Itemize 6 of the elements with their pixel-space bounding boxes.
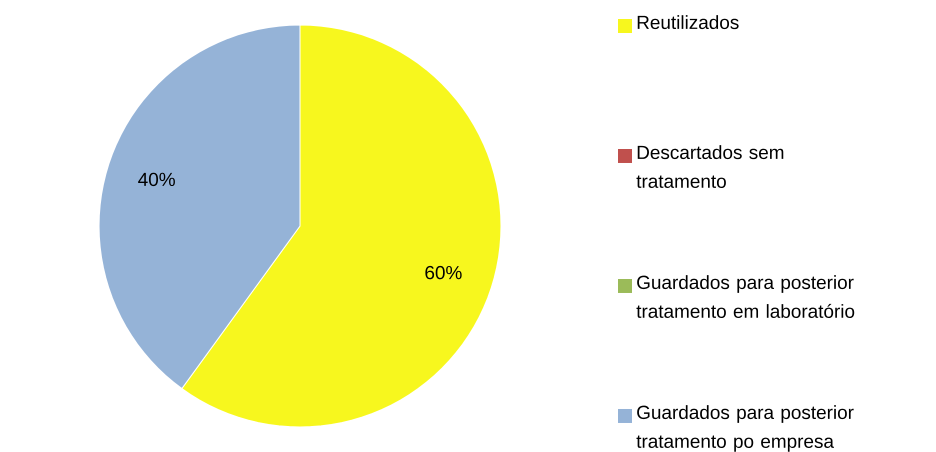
data-label: 40% xyxy=(138,172,175,186)
data-label: 60% xyxy=(425,266,462,280)
legend-label: Descartados sem tratamento xyxy=(636,145,784,188)
legend-label: Guardados para posterior tratamento em laboratório xyxy=(636,275,854,318)
legend-label: Guardados para posterior tratamento po empresa xyxy=(636,405,854,452)
legend-label: Reutilizados xyxy=(638,15,739,30)
